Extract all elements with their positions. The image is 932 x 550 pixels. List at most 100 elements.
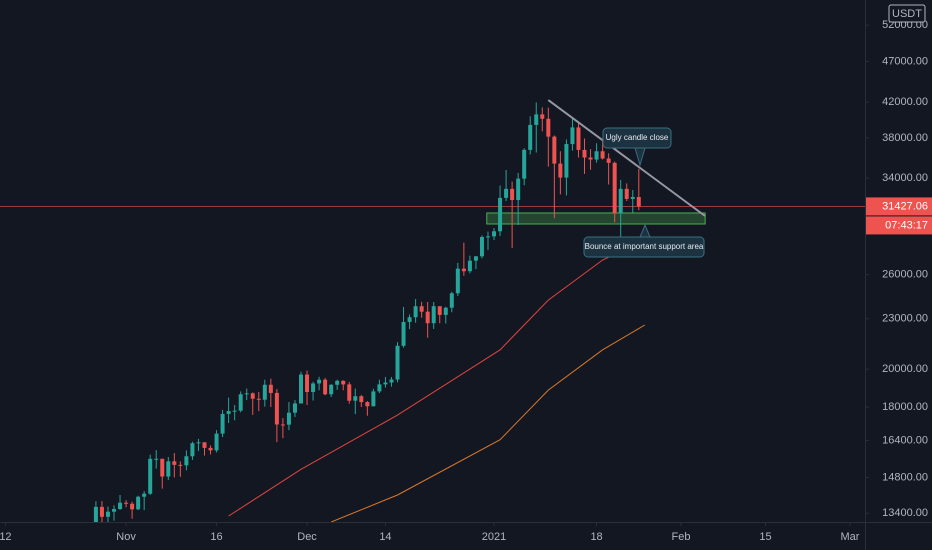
candle-body: [606, 158, 611, 163]
candle-body: [437, 306, 442, 315]
candle-body: [232, 410, 237, 412]
x-tick-label: 12: [0, 531, 12, 543]
candle-body: [624, 188, 629, 199]
support-zone: [486, 212, 706, 225]
x-tick-label: Feb: [672, 531, 691, 543]
candle-body: [564, 144, 569, 178]
candle-body: [504, 188, 509, 198]
candle-body: [461, 268, 466, 272]
y-tick-label: 38000.00: [882, 132, 928, 144]
candle-body: [280, 424, 285, 426]
candle-body: [528, 124, 533, 150]
candle-body: [142, 493, 147, 497]
candle-body: [268, 384, 273, 393]
candle-body: [238, 394, 243, 411]
candle-body: [274, 392, 279, 425]
candle-body: [214, 433, 219, 451]
candle-body: [479, 236, 484, 257]
annotation-box: [583, 236, 705, 258]
annotation-text: Ugly candle close: [606, 133, 669, 142]
candle-body: [473, 256, 478, 261]
axes: 52000.0047000.0042000.0038000.0034000.00…: [0, 19, 928, 543]
candle-body: [226, 411, 231, 414]
candle-body: [286, 412, 291, 425]
candle-body: [105, 511, 110, 517]
y-tick-label: 47000.00: [882, 55, 928, 67]
candle-body: [600, 151, 605, 159]
candle-body: [636, 197, 641, 207]
candle-body: [546, 118, 551, 137]
candle-body: [485, 236, 490, 238]
candle-body: [365, 402, 370, 407]
x-tick-label: 15: [759, 531, 771, 543]
candle-body: [552, 136, 557, 164]
candle-body: [395, 345, 400, 380]
candle-body: [359, 396, 364, 403]
candle-body: [588, 157, 593, 160]
candle-body: [202, 442, 207, 448]
last-price-label: 31427.06: [882, 200, 928, 212]
candle-body: [594, 151, 599, 160]
candle-body: [299, 374, 304, 404]
x-tick-label: 16: [210, 531, 222, 543]
candle-body: [419, 306, 424, 312]
candle-body: [377, 384, 382, 392]
candle-body: [498, 197, 503, 232]
x-tick-label: 2021: [482, 531, 506, 543]
countdown-label: 07:43:17: [885, 219, 928, 231]
candle-body: [443, 307, 448, 315]
candle-body: [154, 458, 159, 460]
candle-body: [522, 149, 527, 179]
x-tick-label: 14: [379, 531, 391, 543]
candle-body: [630, 197, 635, 199]
candle-body: [329, 384, 334, 395]
trendline: [547, 99, 706, 217]
moving-average: [228, 239, 646, 517]
candle-body: [582, 149, 587, 158]
candle-body: [467, 260, 472, 272]
candle-body: [383, 382, 388, 385]
annotation: Bounce at important support area: [583, 223, 705, 258]
candle-body: [335, 380, 340, 385]
candle-body: [256, 398, 261, 400]
candle-body: [93, 506, 98, 522]
candle-body: [347, 384, 352, 401]
x-tick-label: 18: [590, 531, 602, 543]
candle-body: [317, 379, 322, 384]
candle-body: [401, 321, 406, 346]
candle-body: [576, 127, 581, 150]
y-tick-label: 18000.00: [882, 401, 928, 413]
annotation-text: Bounce at important support area: [585, 242, 704, 251]
candle-body: [292, 403, 297, 413]
y-tick-label: 26000.00: [882, 269, 928, 281]
candle-body: [166, 461, 171, 477]
x-tick-label: Dec: [297, 531, 317, 543]
candle-body: [244, 393, 249, 395]
x-tick-label: Nov: [116, 531, 136, 543]
candle-body: [160, 458, 165, 477]
candle-body: [389, 379, 394, 383]
candle-body: [455, 268, 460, 294]
overlays: USDT Ugly candle close Bounce at importan…: [583, 4, 932, 258]
last-price-tag: [866, 197, 932, 216]
candle-body: [449, 293, 454, 308]
candle-body: [148, 458, 153, 494]
candle-body: [540, 114, 545, 119]
currency-box[interactable]: [888, 4, 926, 23]
candle-body: [371, 391, 376, 407]
candle-body: [612, 162, 617, 214]
candle-body: [220, 413, 225, 434]
y-tick-label: 16400.00: [882, 434, 928, 446]
candle-body: [510, 188, 515, 201]
candle-body: [534, 114, 539, 125]
candle-body: [311, 383, 316, 392]
candle-body: [136, 496, 141, 510]
candle-body: [305, 374, 310, 392]
y-tick-label: 34000.00: [882, 172, 928, 184]
annotation: Ugly candle close: [602, 127, 672, 167]
candle-body: [413, 306, 418, 318]
y-tick-label: 42000.00: [882, 96, 928, 108]
